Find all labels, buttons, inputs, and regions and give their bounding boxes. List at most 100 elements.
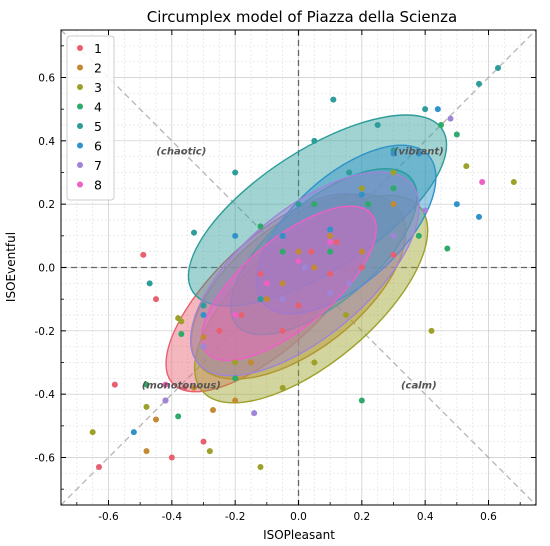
legend-label-2: 2 [94, 61, 102, 76]
point-series-4 [279, 248, 286, 255]
point-series-1 [257, 270, 264, 277]
legend-marker-4 [77, 103, 83, 110]
axis-ticks: -0.6 -0.6 -0.4 -0.4 -0.2 -0.2 0.0 0.0 0.2 0.2 0.4 0… [35, 30, 536, 523]
point-series-1 [390, 251, 397, 258]
point-series-2 [191, 384, 197, 391]
point-series-2 [263, 296, 270, 303]
point-series-8 [327, 239, 334, 246]
point-series-4 [257, 223, 264, 230]
point-series-1 [295, 302, 302, 309]
point-series-2 [295, 248, 302, 255]
density-contours [165, 114, 448, 404]
quadrant-label: (vibrant) [394, 146, 444, 157]
legend-label-4: 4 [94, 100, 102, 115]
x-tick-label: -0.2 [225, 511, 246, 523]
legend-marker-5 [77, 123, 83, 129]
point-series-3 [206, 448, 213, 455]
point-series-7 [301, 264, 308, 271]
point-series-4 [438, 122, 444, 128]
legend-marker-2 [77, 64, 83, 71]
point-series-3 [143, 403, 150, 410]
point-series-2 [248, 359, 254, 366]
point-series-3 [358, 185, 365, 192]
point-series-1 [327, 270, 334, 277]
point-series-3 [257, 464, 264, 470]
point-series-8 [162, 381, 169, 388]
point-series-2 [358, 248, 365, 255]
point-series-3 [510, 179, 517, 185]
legend-marker-1 [77, 45, 83, 51]
legend-label-7: 7 [94, 158, 102, 173]
point-series-1 [168, 454, 175, 461]
quadrant-label: (chaotic) [156, 146, 206, 157]
x-tick-label: 0.4 [417, 511, 434, 523]
point-series-5 [200, 302, 207, 309]
y-tick-label: 0.0 [38, 263, 55, 275]
point-series-1 [308, 248, 315, 255]
point-series-5 [146, 280, 153, 287]
point-series-3 [463, 163, 470, 170]
point-series-1 [181, 384, 188, 391]
guide-lines [61, 30, 536, 505]
x-tick-label: -0.6 [98, 511, 119, 523]
point-series-8 [479, 179, 486, 185]
legend-label-3: 3 [94, 80, 102, 95]
point-series-1 [216, 327, 223, 334]
contour-series-8 [201, 205, 377, 362]
point-series-4 [365, 201, 372, 208]
y-axis-label: ISOEventful [4, 232, 18, 302]
point-series-5 [422, 106, 429, 113]
x-tick-label: -0.4 [162, 511, 183, 523]
point-series-7 [251, 410, 258, 417]
point-series-6 [476, 213, 482, 220]
quadrant-label: (calm) [401, 381, 437, 392]
point-series-8 [263, 280, 270, 287]
point-series-4 [444, 245, 451, 252]
point-series-3 [343, 312, 349, 318]
point-series-7 [346, 280, 353, 287]
chart-title: Circumplex model of Piazza della Scienza [147, 8, 457, 26]
point-series-8 [295, 258, 302, 265]
point-series-2 [279, 280, 286, 287]
point-series-1 [140, 251, 147, 258]
point-series-7 [200, 343, 207, 350]
quadrant-label: (monotonous) [142, 381, 221, 392]
legend-marker-3 [77, 84, 83, 90]
point-series-3 [311, 359, 318, 366]
y-tick-label: -0.2 [35, 326, 56, 338]
point-series-2 [232, 397, 239, 404]
y-tick-label: 0.2 [38, 199, 55, 211]
point-series-5 [295, 201, 302, 208]
point-series-4 [175, 413, 182, 420]
point-series-5 [232, 169, 239, 176]
point-series-5 [311, 137, 318, 144]
point-series-2 [143, 448, 150, 455]
point-series-4 [232, 375, 239, 382]
x-tick-label: 0.0 [290, 511, 307, 523]
point-series-2 [200, 334, 207, 341]
point-series-6 [434, 106, 441, 113]
x-tick-label: 0.6 [480, 511, 497, 523]
point-series-4 [415, 232, 422, 239]
point-series-7 [162, 397, 169, 404]
legend-label-8: 8 [94, 178, 102, 193]
legend-marker-8 [77, 181, 83, 188]
point-series-2 [153, 416, 159, 423]
legend-marker-7 [77, 162, 83, 168]
point-series-3 [428, 327, 435, 334]
point-series-1 [333, 239, 340, 246]
point-series-6 [130, 429, 137, 436]
y-tick-label: 0.6 [38, 73, 55, 85]
data-points [89, 65, 517, 470]
point-series-6 [200, 312, 207, 318]
legend: 1 2 3 4 5 6 7 8 [66, 35, 115, 201]
point-series-3 [89, 429, 96, 436]
point-series-1 [238, 312, 245, 318]
point-series-5 [476, 80, 482, 87]
point-series-2 [390, 201, 397, 208]
point-series-2 [210, 407, 216, 413]
point-series-1 [279, 327, 286, 334]
point-series-5 [257, 296, 264, 303]
point-series-6 [453, 201, 460, 208]
point-series-4 [390, 185, 397, 192]
